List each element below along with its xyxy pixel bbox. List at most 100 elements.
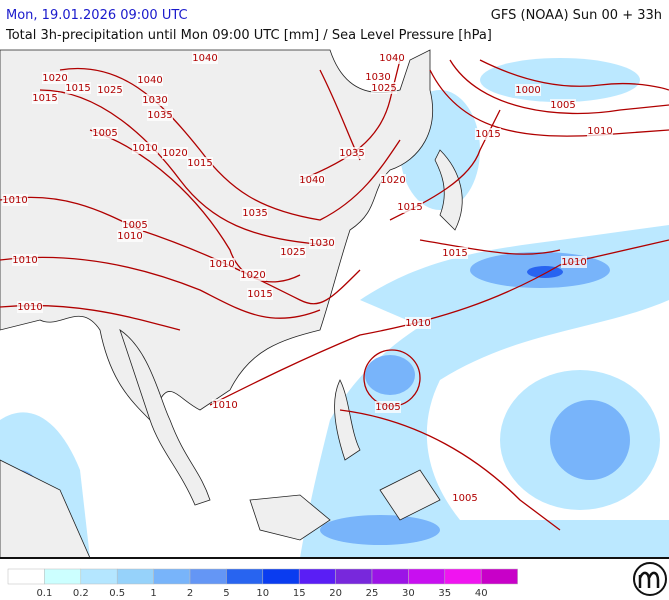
isobar-label-bg — [17, 301, 43, 313]
isobar-label-bg — [299, 174, 325, 186]
map — [0, 49, 669, 559]
isobar-label-bg — [397, 201, 423, 213]
legend-swatch — [262, 568, 300, 585]
isobar-label-bg — [452, 492, 478, 504]
isobar-label-bg — [162, 147, 188, 159]
date-label: Mon, 19.01.2026 09:00 UTC — [6, 8, 188, 23]
isobar-label-bg — [117, 230, 143, 242]
isobar-label-bg — [2, 194, 28, 206]
isobar-label: 1025 — [280, 247, 305, 258]
legend-label: 20 — [329, 588, 342, 599]
isobar-label: 1010 — [587, 126, 612, 137]
isobar-label: 1010 — [132, 143, 157, 154]
isobar-label-bg — [65, 82, 91, 94]
logo — [633, 562, 667, 596]
isobar-label: 1025 — [371, 83, 396, 94]
legend-label: 5 — [223, 588, 229, 599]
isobar-label-bg — [247, 288, 273, 300]
isobar-label-bg — [42, 72, 68, 84]
isobar-label: 1015 — [475, 129, 500, 140]
isobar-label-bg — [97, 84, 123, 96]
isobar-label-bg — [242, 207, 268, 219]
legend: 0.1 0.2 0.5 1 2 5 10 15 20 25 30 35 40 — [7, 568, 518, 599]
legend-label: 40 — [475, 588, 488, 599]
legend-label: 10 — [256, 588, 269, 599]
isobar-label-bg — [375, 401, 401, 413]
legend-label: 30 — [402, 588, 415, 599]
isobar-label: 1015 — [187, 158, 212, 169]
isobar-label-bg — [280, 246, 306, 258]
isobar-label-bg — [587, 125, 613, 137]
isobar-label: 1010 — [561, 257, 586, 268]
isobar-label: 1030 — [309, 238, 334, 249]
isobar-label: 1010 — [17, 302, 42, 313]
isobar-label: 1010 — [2, 195, 27, 206]
isobar-label: 1010 — [12, 255, 37, 266]
legend-label: 0.1 — [36, 588, 52, 599]
isobar-label-bg — [339, 147, 365, 159]
legend-swatch — [116, 568, 154, 585]
isobar-label-bg — [192, 52, 218, 64]
isobar-label-bg — [147, 109, 173, 121]
legend-label: 25 — [366, 588, 379, 599]
legend-swatch — [153, 568, 191, 585]
isobar-label: 1015 — [32, 93, 57, 104]
isobar-label: 1005 — [550, 100, 575, 111]
isobar-label: 1010 — [212, 400, 237, 411]
isobar-label-bg — [132, 142, 158, 154]
isobar-label: 1020 — [240, 270, 265, 281]
isobar-label: 1035 — [242, 208, 267, 219]
legend-label: 15 — [293, 588, 306, 599]
isobar-label: 1000 — [515, 85, 540, 96]
isobar-label: 1005 — [122, 220, 147, 231]
isobar-label-bg — [379, 52, 405, 64]
legend-swatch — [371, 568, 409, 585]
isobar-label-bg — [561, 256, 587, 268]
isobar-label: 1020 — [162, 148, 187, 159]
isobar-label: 1005 — [375, 402, 400, 413]
isobar-label-bg — [515, 84, 541, 96]
isobar-label: 1020 — [42, 73, 67, 84]
isobar-label-bg — [475, 128, 501, 140]
isobar-label: 1040 — [192, 53, 217, 64]
isobar-label: 1040 — [379, 53, 404, 64]
isobar-label-bg — [187, 157, 213, 169]
isobar-label: 1020 — [380, 175, 405, 186]
isobar-label-bg — [12, 254, 38, 266]
legend-swatch — [480, 568, 518, 585]
isobar-label: 1015 — [397, 202, 422, 213]
isobar-label-bg — [371, 82, 397, 94]
isobar-label-bg — [309, 237, 335, 249]
isobar-label-bg — [32, 92, 58, 104]
legend-label: 0.2 — [73, 588, 89, 599]
isobar-label: 1010 — [117, 231, 142, 242]
isobar-label-bg — [212, 399, 238, 411]
isobar-label: 1015 — [65, 83, 90, 94]
legend-label: 35 — [438, 588, 451, 599]
isobar-label-bg — [550, 99, 576, 111]
isobar-label: 1005 — [452, 493, 477, 504]
isobar-label: 1030 — [142, 95, 167, 106]
isobar-label-bg — [142, 94, 168, 106]
isobar-label-bg — [365, 71, 391, 83]
legend-swatch — [408, 568, 446, 585]
isobar-label-bg — [240, 269, 266, 281]
isobar-label-bg — [380, 174, 406, 186]
isobar-label: 1040 — [299, 175, 324, 186]
isobar-label: 1040 — [137, 75, 162, 86]
legend-label: 2 — [187, 588, 193, 599]
legend-swatch — [189, 568, 227, 585]
model-label: GFS (NOAA) Sun 00 + 33h — [491, 8, 662, 23]
isobar-label-bg — [92, 127, 118, 139]
isobar-label: 1010 — [405, 318, 430, 329]
legend-swatch — [44, 568, 82, 585]
isobar-label: 1015 — [247, 289, 272, 300]
isobar-label: 1030 — [365, 72, 390, 83]
isobar-label: 1015 — [442, 248, 467, 259]
isobar-label-bg — [405, 317, 431, 329]
isobar-label: 1010 — [209, 259, 234, 270]
legend-swatch — [444, 568, 482, 585]
isobar-label-bg — [442, 247, 468, 259]
isobar-label: 1035 — [339, 148, 364, 159]
